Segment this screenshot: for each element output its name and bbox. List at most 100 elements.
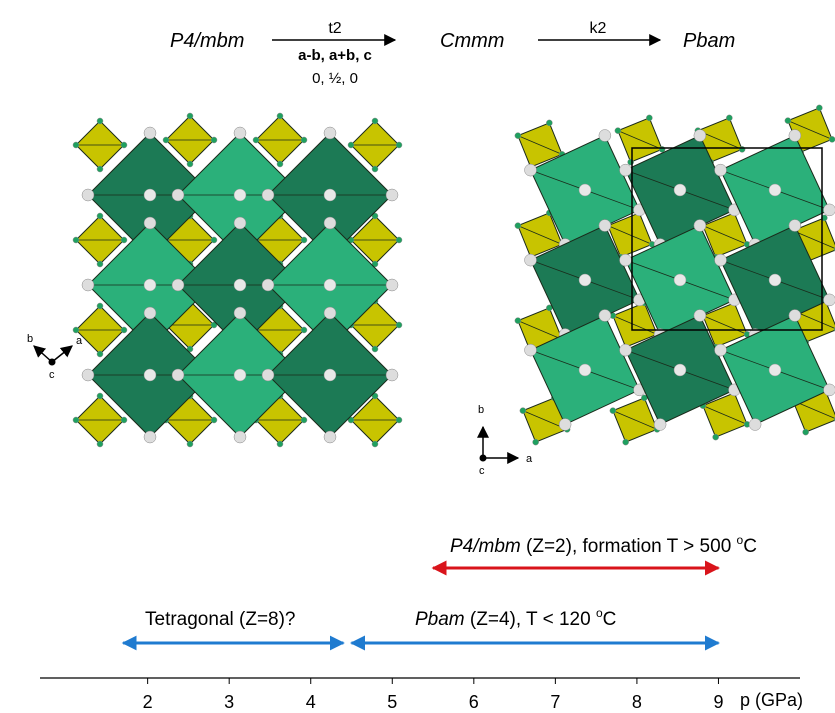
atom (823, 384, 835, 396)
end-group: Pbam (683, 30, 735, 52)
atom (785, 118, 791, 124)
atom (654, 418, 666, 430)
atom (659, 146, 665, 152)
atom (301, 137, 307, 143)
atom (277, 113, 283, 119)
atom (82, 279, 94, 291)
atom (515, 133, 521, 139)
right-compass (483, 427, 518, 458)
atom (789, 310, 801, 322)
atom (277, 161, 283, 167)
tick-label: 4 (306, 692, 316, 712)
atom (628, 159, 634, 165)
atom (694, 220, 706, 232)
index-label: k2 (590, 20, 607, 37)
atom (694, 130, 706, 142)
atom (172, 369, 184, 381)
origin-label: 0, ½, 0 (312, 70, 358, 87)
atom (739, 146, 745, 152)
atom (726, 115, 732, 121)
atom (646, 115, 652, 121)
atom (674, 184, 686, 196)
atom (253, 137, 259, 143)
atom (234, 307, 246, 319)
atom (324, 127, 336, 139)
atom (694, 310, 706, 322)
left-structure (73, 113, 402, 447)
atom (769, 184, 781, 196)
atom (620, 344, 632, 356)
atom (599, 310, 611, 322)
atom (348, 142, 354, 148)
atom (713, 434, 719, 440)
atom (715, 254, 727, 266)
atom (234, 127, 246, 139)
atom (620, 254, 632, 266)
atom (610, 408, 616, 414)
atom (525, 344, 537, 356)
axis-label: b (478, 404, 484, 416)
atom (396, 237, 402, 243)
atom (187, 113, 193, 119)
atom (301, 237, 307, 243)
atom (372, 346, 378, 352)
atom (234, 217, 246, 229)
atom (789, 130, 801, 142)
atom (520, 408, 526, 414)
atom (816, 105, 822, 111)
atom (97, 441, 103, 447)
intermediate-group: Cmmm (440, 30, 504, 52)
atom (372, 166, 378, 172)
atom (301, 327, 307, 333)
atom (579, 364, 591, 376)
start-group: P4/mbm (170, 30, 244, 52)
atom (144, 189, 156, 201)
axis-arrow (34, 346, 52, 362)
atom (97, 166, 103, 172)
atom (715, 344, 727, 356)
atom (386, 189, 398, 201)
axis-label: c (479, 465, 485, 477)
atom (262, 369, 274, 381)
atom (823, 204, 835, 216)
tick-label: 7 (550, 692, 560, 712)
range-label: Pbam (Z=4), T < 120 oC (415, 606, 616, 630)
atom (234, 189, 246, 201)
atom (546, 120, 552, 126)
tick-label: 6 (469, 692, 479, 712)
range-label: P4/mbm (Z=2), formation T > 500 oC (450, 533, 757, 557)
atom (674, 274, 686, 286)
atom (386, 369, 398, 381)
atom (324, 189, 336, 201)
axis-origin (49, 359, 56, 366)
unit: C (743, 536, 757, 557)
atom (97, 261, 103, 267)
axis-label: a (76, 335, 83, 347)
atom (515, 318, 521, 324)
atom (789, 220, 801, 232)
atom (97, 118, 103, 124)
atom (829, 136, 835, 142)
atom (97, 351, 103, 357)
atom (187, 161, 193, 167)
atom (324, 431, 336, 443)
atom (525, 164, 537, 176)
atom (82, 189, 94, 201)
atom (396, 322, 402, 328)
atom (301, 417, 307, 423)
atom (121, 142, 127, 148)
atom (73, 142, 79, 148)
atom (324, 307, 336, 319)
atom (515, 223, 521, 229)
atom (172, 189, 184, 201)
atom (533, 439, 539, 445)
atom (324, 217, 336, 229)
atom (525, 254, 537, 266)
unit: C (603, 609, 617, 630)
atom (769, 274, 781, 286)
atom (769, 364, 781, 376)
atom (234, 431, 246, 443)
atom (211, 137, 217, 143)
atom (277, 441, 283, 447)
atom (97, 213, 103, 219)
